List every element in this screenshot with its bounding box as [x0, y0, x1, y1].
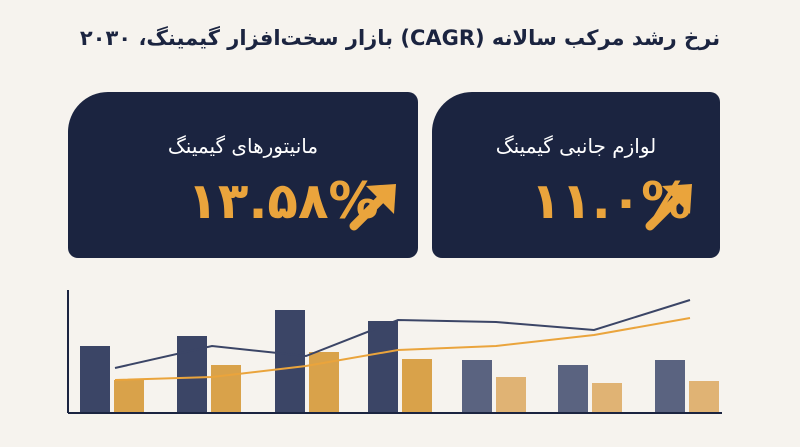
card: مانیتورهای گیمینگ ۱۳.۵۸% — [68, 92, 418, 258]
decorative-bars — [80, 310, 719, 413]
card: لوازم جانبی گیمینگ ۱۱.۰% — [432, 92, 720, 258]
decorative-chart — [67, 290, 722, 414]
card-label: مانیتورهای گیمینگ — [167, 134, 319, 158]
title: نرخ رشد مرکب سالانه (CAGR) بازار سخت‌افز… — [79, 26, 721, 50]
decorative-line — [114, 317, 691, 381]
card-label: لوازم جانبی گیمینگ — [495, 134, 657, 158]
decorative-line — [114, 299, 691, 369]
arrow-icon — [645, 184, 692, 231]
card-value: ۱۳.۵۸% — [187, 172, 379, 230]
arrow-icon — [349, 184, 396, 231]
card-value: ۱۱.۰% — [530, 172, 692, 230]
